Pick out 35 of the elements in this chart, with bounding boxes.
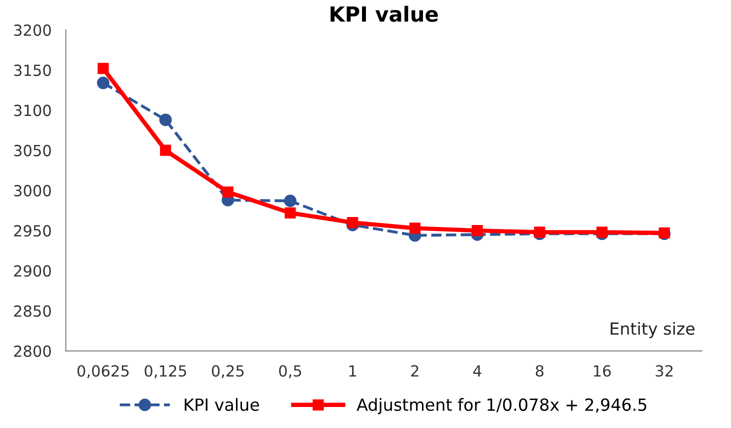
chart-title: KPI value: [330, 6, 438, 22]
point: [596, 226, 608, 238]
x-tick-label: 0,125: [144, 365, 186, 378]
point: [96, 76, 110, 90]
x-tick-label: 2: [411, 365, 418, 376]
point: [98, 62, 109, 74]
y-tick-label: 2950: [14, 225, 51, 237]
point: [347, 217, 358, 228]
point: [160, 144, 172, 156]
x-tick-label: 0,25: [212, 365, 244, 378]
point: [534, 226, 546, 238]
x-tick-label: 4: [473, 365, 482, 376]
x-tick-label: 0,5: [279, 365, 302, 378]
point: [284, 194, 296, 208]
y-tick-label: 3100: [14, 104, 51, 116]
legend-label: KPI value: [184, 398, 259, 411]
x-tick-label: 0,0625: [77, 365, 129, 378]
y-tick-label: 3050: [14, 144, 51, 156]
x-tick-label: 8: [536, 365, 544, 377]
x-tick-label: 16: [594, 365, 611, 377]
point: [472, 225, 483, 236]
y-tick-label: 2900: [14, 265, 51, 277]
y-tick-label: 2800: [14, 345, 51, 357]
point: [159, 114, 172, 126]
x-tick-label: 32: [656, 365, 673, 377]
y-tick-label: 3150: [14, 64, 51, 76]
y-tick-label: 3000: [14, 184, 51, 196]
point: [222, 186, 234, 198]
y-tick-label: 3200: [14, 24, 51, 36]
x-tick-label: 1: [349, 365, 356, 376]
y-tick-label: 2850: [14, 305, 51, 317]
x-axis-title: Entity size: [610, 322, 695, 338]
point: [284, 207, 296, 218]
point: [409, 222, 421, 234]
legend-label: Adjustment for 1/0.078x + 2,946.5: [356, 398, 646, 414]
